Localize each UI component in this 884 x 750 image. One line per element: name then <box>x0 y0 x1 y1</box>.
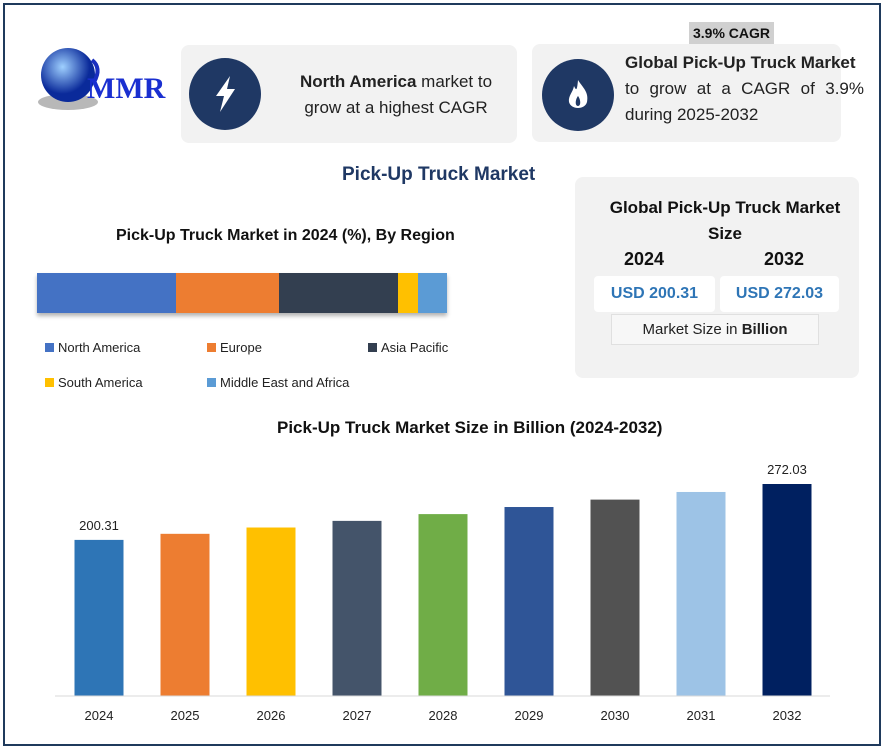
globe-icon <box>38 48 100 110</box>
legend-swatch <box>45 378 54 387</box>
card-bold: Global Pick-Up Truck Market <box>625 53 856 72</box>
legend-swatch <box>45 343 54 352</box>
legend-swatch <box>207 343 216 352</box>
main-title: Pick-Up Truck Market <box>342 164 536 185</box>
mmr-logo: MMR <box>30 42 170 117</box>
bar-2030 <box>590 499 640 696</box>
card-text: grow at a highest CAGR <box>304 98 488 117</box>
segment-north-america <box>37 273 177 313</box>
legend-label: North America <box>58 340 141 355</box>
x-tick-label: 2027 <box>343 708 372 723</box>
x-tick-label: 2028 <box>429 708 458 723</box>
legend-item: North America <box>45 340 140 355</box>
unit-label: Market Size in Billion <box>611 314 819 345</box>
lightning-icon <box>189 58 261 130</box>
data-label: 200.31 <box>79 518 119 533</box>
x-tick-label: 2024 <box>85 708 114 723</box>
legend-label: Asia Pacific <box>381 340 449 355</box>
north-america-card: North America market to grow at a highes… <box>181 45 517 143</box>
bar-2031 <box>676 491 726 696</box>
flame-icon <box>542 59 614 131</box>
data-label: 272.03 <box>767 462 807 477</box>
legend-swatch <box>368 343 377 352</box>
segment-europe <box>176 273 279 313</box>
stacked-bar <box>37 273 447 313</box>
legend-item: South America <box>45 375 143 390</box>
market-size-card: Global Pick-Up Truck Market Size 2024 20… <box>575 177 859 378</box>
global-cagr-card: Global Pick-Up Truck Market to grow at a… <box>532 44 864 142</box>
value-2024: USD 200.31 <box>594 276 715 312</box>
size-card-title: Global Pick-Up Truck Market Size <box>609 198 841 243</box>
unit-prefix: Market Size in <box>642 321 742 338</box>
legend-item: Asia Pacific <box>368 340 448 355</box>
bar-2025 <box>160 533 210 696</box>
x-tick-label: 2032 <box>773 708 802 723</box>
infographic-frame <box>3 3 881 746</box>
segment-middle-east-and-africa <box>418 273 447 313</box>
card-text: market to <box>416 72 493 91</box>
x-tick-label: 2030 <box>601 708 630 723</box>
unit-bold: Billion <box>741 321 788 338</box>
legend-swatch <box>207 378 216 387</box>
cagr-badge: 3.9% CAGR <box>689 22 774 44</box>
x-tick-label: 2031 <box>687 708 716 723</box>
x-tick-label: 2026 <box>257 708 286 723</box>
legend-label: South America <box>58 375 143 390</box>
region-chart-title: Pick-Up Truck Market in 2024 (%), By Reg… <box>116 227 455 244</box>
legend-label: Middle East and Africa <box>220 375 350 390</box>
year-2024: 2024 <box>624 249 665 269</box>
bar-2026 <box>246 527 296 696</box>
value-2032: USD 272.03 <box>720 276 839 312</box>
bar-2024 <box>74 539 124 696</box>
bar-chart-title: Pick-Up Truck Market Size in Billion (20… <box>277 418 663 437</box>
segment-south-america <box>397 273 419 313</box>
bar-chart: 2024 200.31 2025 2026 2027 2028 2029 2030 2031 20… <box>55 462 830 723</box>
bar-2032 <box>762 484 812 696</box>
bar-2027 <box>332 520 382 696</box>
legend-item: Europe <box>207 340 262 355</box>
legend-item: Middle East and Africa <box>207 375 349 390</box>
year-2032: 2032 <box>764 249 805 269</box>
card-text: to grow at a CAGR of 3.9% during 2025-20… <box>625 79 864 124</box>
legend-label: Europe <box>220 340 262 355</box>
x-tick-label: 2029 <box>515 708 544 723</box>
card-bold: North America <box>299 72 417 91</box>
x-tick-label: 2025 <box>171 708 200 723</box>
segment-asia-pacific <box>278 273 398 313</box>
bar-2029 <box>504 507 554 696</box>
bar-2028 <box>418 514 468 696</box>
logo-text: MMR <box>87 72 166 105</box>
